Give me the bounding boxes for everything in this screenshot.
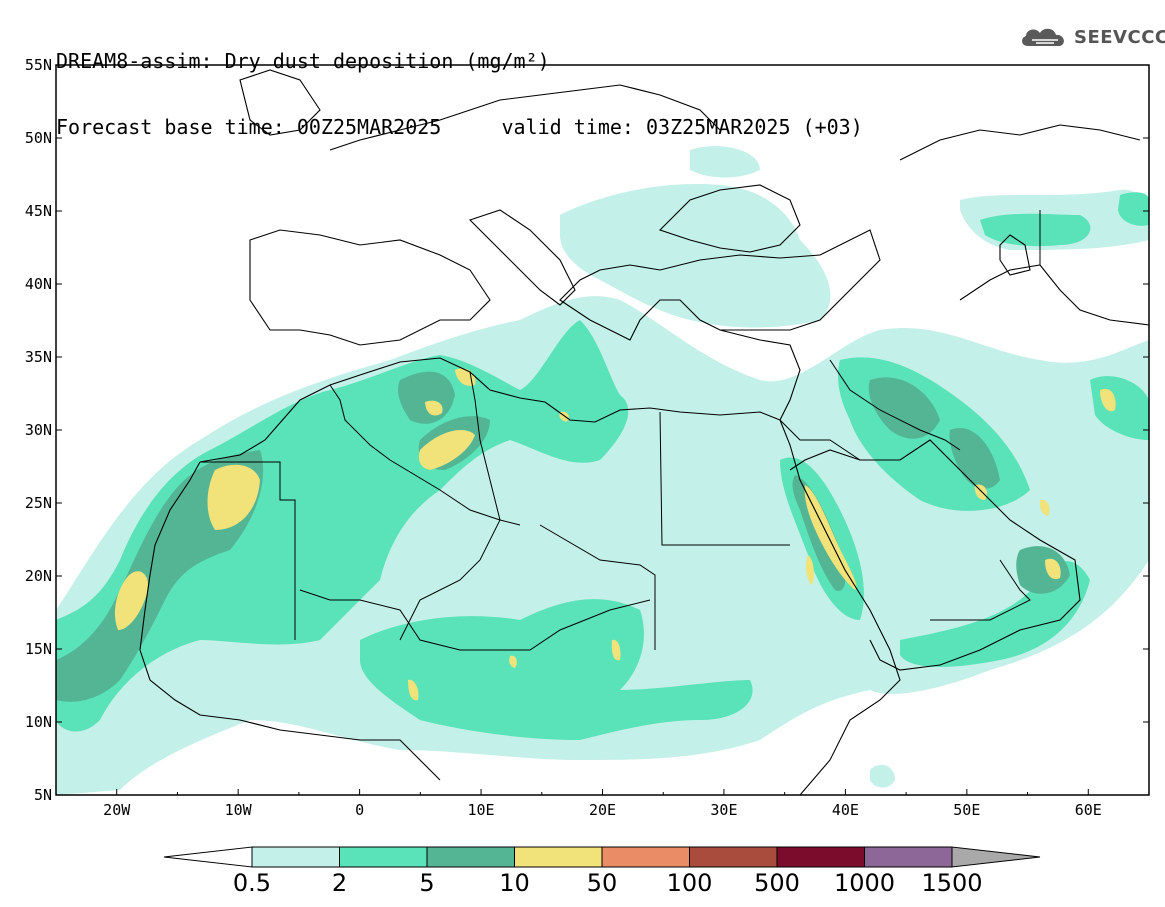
y-tick-label: 10N: [25, 713, 52, 731]
colorbar-bin: [426, 846, 515, 868]
y-tick-label: 25N: [25, 494, 52, 512]
colorbar-label: 500: [754, 869, 800, 897]
colorbar-label: 0.5: [233, 869, 271, 897]
colorbar-under-arrow: [163, 846, 253, 868]
x-tick-label: 0: [355, 801, 364, 819]
colorbar-bin: [339, 846, 428, 868]
cloud-icon: [1022, 28, 1064, 46]
y-tick-label: 15N: [25, 640, 52, 658]
y-tick-label: 55N: [25, 56, 52, 74]
y-tick-label: 45N: [25, 202, 52, 220]
dust-level-10: [114, 368, 1116, 701]
x-tick-label: 50E: [953, 801, 980, 819]
y-tick-label: 5N: [34, 786, 52, 804]
colorbar-bin: [864, 846, 953, 868]
x-tick-label: 20W: [103, 801, 131, 819]
x-tick-label: 10E: [468, 801, 495, 819]
colorbar-label: 1500: [921, 869, 982, 897]
x-tick-label: 60E: [1075, 801, 1102, 819]
y-tick-label: 40N: [25, 275, 52, 293]
colorbar-label: 5: [419, 869, 434, 897]
x-tick-label: 30E: [710, 801, 737, 819]
y-tick-label: 20N: [25, 567, 52, 585]
colorbar-label: 1000: [834, 869, 895, 897]
x-tick-labels: 20W 10W 0 10E 20E 30E 40E 50E 60E: [103, 801, 1102, 819]
y-tick-label: 35N: [25, 348, 52, 366]
colorbar-label: 2: [332, 869, 347, 897]
colorbar: [163, 846, 1041, 868]
colorbar-bin: [514, 846, 603, 868]
x-tick-label: 40E: [832, 801, 859, 819]
colorbar-label: 50: [587, 869, 618, 897]
colorbar-labels: 0.5 2 5 10 50 100 500 1000 1500: [233, 869, 983, 897]
dust-deposition-field: [56, 146, 1149, 795]
y-tick-label: 50N: [25, 129, 52, 147]
colorbar-label: 100: [667, 869, 713, 897]
y-tick-label: 30N: [25, 421, 52, 439]
x-tick-label: 10W: [225, 801, 253, 819]
title-line: DREAM8-assim: Dry dust deposition (mg/m²…: [56, 49, 550, 73]
forecast-time-line: Forecast base time: 00Z25MAR2025 valid t…: [56, 115, 863, 139]
colorbar-bin: [601, 846, 690, 868]
x-tick-label: 20E: [589, 801, 616, 819]
colorbar-bin: [776, 846, 865, 868]
colorbar-bin: [689, 846, 778, 868]
colorbar-label: 10: [499, 869, 530, 897]
seevccc-logo: SEEVCCC: [1018, 24, 1165, 50]
y-tick-labels: 55N 50N 45N 40N 35N 30N 25N 20N 15N 10N 5N: [25, 56, 52, 804]
coastlines-and-borders: [139, 69, 1149, 795]
axis-ticks: [55, 64, 1150, 796]
colorbar-bin: [251, 846, 340, 868]
colorbar-over-arrow: [951, 846, 1041, 868]
logo-text: SEEVCCC: [1074, 26, 1165, 48]
figure-header: DREAM8-assim: Dry dust deposition (mg/m²…: [56, 6, 863, 160]
